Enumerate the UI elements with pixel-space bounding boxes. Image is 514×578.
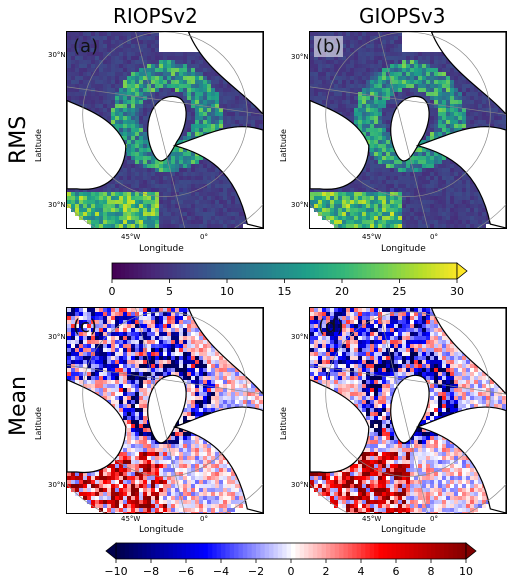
xlabel-b: Longitude <box>381 244 426 254</box>
panel-tag-c: (c) <box>73 316 97 337</box>
lon-left-a: 45°W <box>121 233 141 241</box>
map-plot-a <box>67 32 263 228</box>
north-america-shape <box>67 99 127 190</box>
europe-shape <box>415 126 506 228</box>
row-title-mean: Mean <box>6 376 31 436</box>
land-masses <box>310 308 506 513</box>
column-title-giopsv3: GIOPSv3 <box>359 4 446 28</box>
panel-b: (b) <box>309 31 507 229</box>
lon-right-c: 0° <box>200 515 208 523</box>
ylabel-d: Latitude <box>279 407 288 440</box>
colorbar-rms: 0 5 10 15 20 25 30 <box>109 262 468 298</box>
column-title-riopsv2: RIOPSv2 <box>113 4 198 28</box>
panel-tag-a: (a) <box>73 36 99 57</box>
lon-left-b: 45°W <box>362 233 382 241</box>
colorbar-rms-tick-label: 20 <box>335 285 349 298</box>
xlabel-a: Longitude <box>139 244 184 254</box>
graticule <box>67 32 263 228</box>
colorbar-rms-tick-label: 10 <box>220 285 234 298</box>
north-america-shape <box>310 99 370 190</box>
greenland-shape <box>390 96 430 162</box>
colorbar-rms-tick-label: 5 <box>166 285 173 298</box>
colorbar-rms-tick-label: 15 <box>278 285 292 298</box>
colorbar-mean-tick-label: 2 <box>323 565 330 577</box>
colorbar-rms-tick-label: 25 <box>393 285 407 298</box>
lon-right-a: 0° <box>200 233 208 241</box>
north-america-shape <box>67 379 127 473</box>
greenland-shape <box>147 96 187 162</box>
panel-tag-d: (d) <box>318 316 344 337</box>
lon-right-d: 0° <box>430 515 438 523</box>
panel-a: (a) <box>66 31 264 229</box>
europe-shape <box>172 406 263 513</box>
lat-top-b: 30°N <box>291 53 309 61</box>
ylabel-c: Latitude <box>34 407 43 440</box>
colorbar-mean-tick-label: 10 <box>459 565 473 577</box>
colorbar-mean-tick-label: −10 <box>104 565 127 577</box>
colorbar-rms-tick-label: 0 <box>109 285 116 298</box>
lat-bottom-b: 30°N <box>291 201 309 209</box>
graticule <box>310 308 506 513</box>
row-title-rms: RMS <box>6 115 31 164</box>
lat-bottom-a: 30°N <box>48 201 66 209</box>
ylabel-b: Latitude <box>279 129 288 162</box>
map-plot-b <box>310 32 506 228</box>
map-plot-c <box>67 308 263 513</box>
lat-top-a: 30°N <box>48 51 66 59</box>
panel-d: (d) <box>309 307 507 514</box>
colorbar-mean-tick-label: 4 <box>358 565 365 577</box>
colorbar-mean-tick-label: 0 <box>288 565 295 577</box>
greenland-shape <box>390 375 430 444</box>
lat-top-d: 30°N <box>291 333 309 341</box>
north-america-shape <box>310 379 370 473</box>
lat-top-c: 30°N <box>48 333 66 341</box>
xlabel-c: Longitude <box>139 525 184 535</box>
lat-bottom-d: 30°N <box>291 481 309 489</box>
europe-shape <box>172 126 263 228</box>
colorbar-rms-tick-label: 30 <box>450 285 464 298</box>
panel-tag-b: (b) <box>314 36 344 57</box>
graticule <box>67 308 263 513</box>
colorbar-mean: −10 −8 −6 −4 −2 0 2 4 6 8 10 <box>104 542 477 577</box>
panel-c: (c) <box>66 307 264 514</box>
colorbar-mean-arrow-max <box>465 542 477 560</box>
lon-left-d: 45°W <box>362 515 382 523</box>
graticule <box>310 32 506 228</box>
map-plot-d <box>310 308 506 513</box>
ylabel-a: Latitude <box>34 129 43 162</box>
lon-right-b: 0° <box>430 233 438 241</box>
colorbar-mean-tick-label: 6 <box>393 565 400 577</box>
lon-left-c: 45°W <box>121 515 141 523</box>
europe-shape <box>415 406 506 513</box>
xlabel-d: Longitude <box>381 525 426 535</box>
colorbar-mean-tick-label: −4 <box>213 565 229 577</box>
colorbar-rms-arrow-max <box>456 262 468 280</box>
colorbar-mean-tick-label: −6 <box>178 565 194 577</box>
lat-bottom-c: 30°N <box>48 481 66 489</box>
colorbar-mean-arrow-min <box>105 542 117 560</box>
colorbar-mean-tick-label: −2 <box>248 565 264 577</box>
colorbar-mean-tick-label: 8 <box>428 565 435 577</box>
greenland-shape <box>147 375 187 444</box>
colorbar-mean-tick-label: −8 <box>143 565 159 577</box>
